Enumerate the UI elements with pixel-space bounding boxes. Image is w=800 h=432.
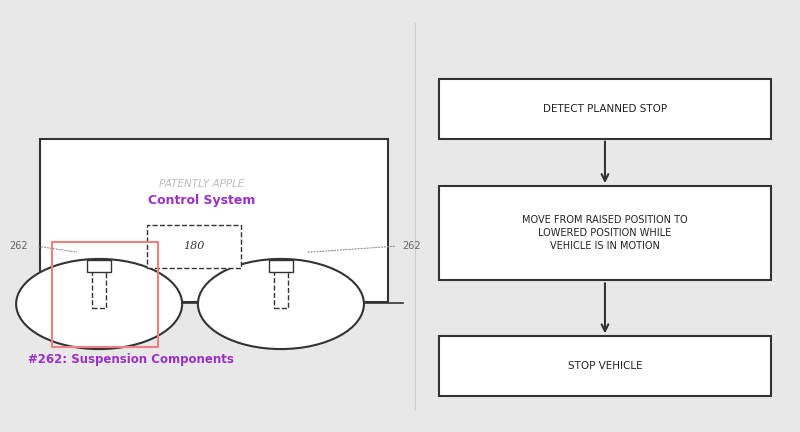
FancyBboxPatch shape <box>439 186 771 280</box>
FancyBboxPatch shape <box>439 336 771 396</box>
Bar <box>274 270 288 308</box>
Text: 262: 262 <box>10 241 28 251</box>
Bar <box>92 270 106 308</box>
Text: STOP VEHICLE: STOP VEHICLE <box>568 361 642 371</box>
FancyBboxPatch shape <box>146 225 242 267</box>
Text: MOVE FROM RAISED POSITION TO
LOWERED POSITION WHILE
VEHICLE IS IN MOTION: MOVE FROM RAISED POSITION TO LOWERED POS… <box>522 215 688 251</box>
Circle shape <box>16 259 182 349</box>
Bar <box>269 260 293 272</box>
Wedge shape <box>206 264 356 304</box>
Text: 180: 180 <box>183 241 205 251</box>
Wedge shape <box>25 264 174 304</box>
Text: Control System: Control System <box>148 194 255 207</box>
Text: PATENTLY APPLE: PATENTLY APPLE <box>159 179 245 189</box>
Circle shape <box>198 259 364 349</box>
Bar <box>87 260 111 272</box>
Text: DETECT PLANNED STOP: DETECT PLANNED STOP <box>543 104 667 114</box>
Text: #262: Suspension Components: #262: Suspension Components <box>28 353 234 366</box>
FancyBboxPatch shape <box>439 79 771 139</box>
Bar <box>52 242 158 347</box>
FancyBboxPatch shape <box>40 139 388 302</box>
Text: 262: 262 <box>402 241 421 251</box>
